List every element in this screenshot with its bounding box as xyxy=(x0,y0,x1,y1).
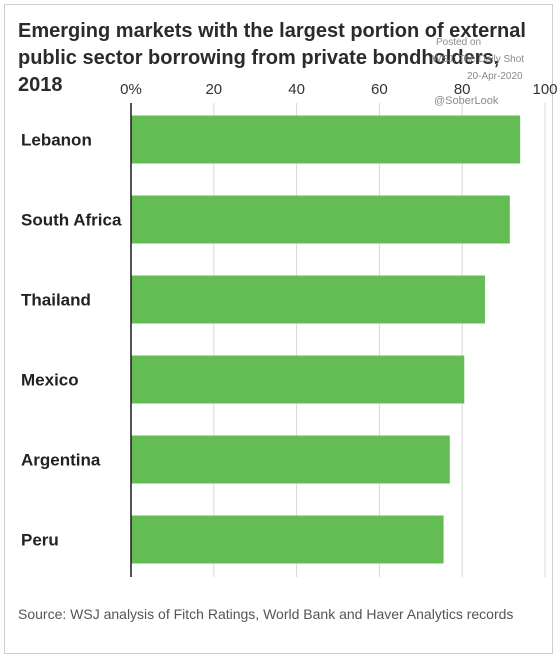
watermark-date: 20-Apr-2020 xyxy=(467,71,523,82)
x-tick-label: 100 xyxy=(532,81,557,98)
category-label: South Africa xyxy=(21,211,122,230)
watermark-source: WSJ: The Daily Shot xyxy=(432,54,525,65)
bar xyxy=(131,115,521,164)
bar xyxy=(131,355,465,404)
x-tick-label: 80 xyxy=(454,81,471,98)
x-tick-label: 0% xyxy=(120,81,142,98)
watermark-handle: @SoberLook xyxy=(434,95,499,107)
category-label: Thailand xyxy=(21,291,91,310)
category-label: Argentina xyxy=(21,451,101,470)
bar xyxy=(131,275,485,324)
x-tick-label: 20 xyxy=(205,81,222,98)
watermark-posted-on: Posted on xyxy=(436,37,482,48)
x-tick-label: 40 xyxy=(288,81,305,98)
bar xyxy=(131,195,510,244)
category-label: Peru xyxy=(21,531,59,550)
watermark: Posted on WSJ: The Daily Shot 20-Apr-202… xyxy=(432,34,524,110)
chart-title: Emerging markets with the largest portio… xyxy=(18,20,526,96)
x-tick-label: 60 xyxy=(371,81,388,98)
category-label: Lebanon xyxy=(21,131,92,150)
bar xyxy=(131,435,450,484)
category-label: Mexico xyxy=(21,371,79,390)
bar xyxy=(131,515,444,564)
chart-source-note: Source: WSJ analysis of Fitch Ratings, W… xyxy=(18,606,514,622)
